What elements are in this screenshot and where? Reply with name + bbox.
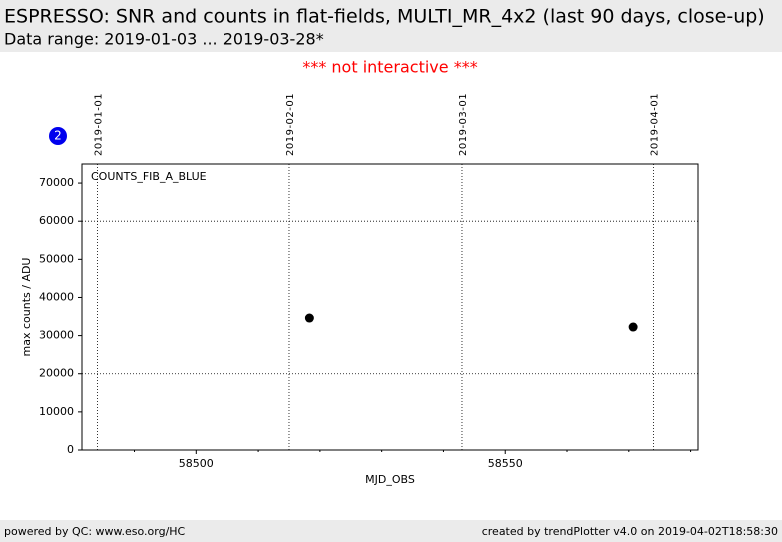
y-tick-label: 50000 bbox=[39, 252, 74, 265]
date-tick-label: 2019-04-01 bbox=[650, 93, 661, 156]
header-band bbox=[0, 0, 782, 52]
y-tick-label: 20000 bbox=[39, 367, 74, 380]
y-tick-label: 60000 bbox=[39, 214, 74, 227]
y-tick-label: 70000 bbox=[39, 176, 74, 189]
date-tick-label: 2019-03-01 bbox=[458, 93, 469, 156]
notice: *** not interactive *** bbox=[302, 58, 477, 77]
x-tick-label: 58500 bbox=[179, 457, 214, 470]
date-tick-label: 2019-01-01 bbox=[93, 93, 104, 156]
badge-number: 2 bbox=[54, 129, 62, 143]
x-tick-label: 58550 bbox=[488, 457, 523, 470]
footer-right: created by trendPlotter v4.0 on 2019-04-… bbox=[482, 525, 778, 538]
y-tick-label: 40000 bbox=[39, 290, 74, 303]
x-axis-label: MJD_OBS bbox=[365, 473, 415, 486]
y-tick-label: 0 bbox=[67, 443, 74, 456]
title: ESPRESSO: SNR and counts in flat-fields,… bbox=[4, 6, 765, 28]
date-tick-label: 2019-02-01 bbox=[285, 93, 296, 156]
y-tick-label: 30000 bbox=[39, 329, 74, 342]
badge-circle bbox=[49, 127, 67, 145]
footer-left: powered by QC: www.eso.org/HC bbox=[4, 525, 186, 538]
data-point bbox=[304, 313, 314, 323]
y-tick-label: 10000 bbox=[39, 405, 74, 418]
y-axis-label: max counts / ADU bbox=[20, 258, 33, 357]
footer-band bbox=[0, 520, 782, 542]
data-point bbox=[628, 322, 638, 332]
subtitle: Data range: 2019-01-03 ... 2019-03-28* bbox=[4, 30, 324, 49]
plot-frame bbox=[81, 163, 699, 451]
series-annotation: COUNTS_FIB_A_BLUE bbox=[91, 170, 207, 183]
